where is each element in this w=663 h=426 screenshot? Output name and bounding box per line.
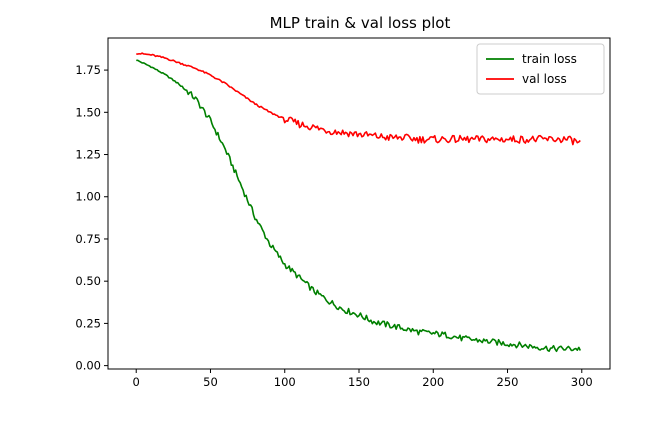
chart-title: MLP train & val loss plot	[270, 14, 451, 32]
x-tick-label-50: 50	[203, 375, 218, 389]
y-tick-label-0.25: 0.25	[75, 316, 101, 330]
legend-label-train-loss: train loss	[522, 52, 577, 66]
legend-label-val-loss: val loss	[522, 72, 567, 86]
x-tick-label-300: 300	[571, 375, 593, 389]
y-tick-label-0.50: 0.50	[75, 274, 101, 288]
y-tick-label-1.00: 1.00	[75, 190, 101, 204]
y-tick-label-1.25: 1.25	[75, 148, 101, 162]
series-line-val-loss	[136, 52, 581, 146]
x-tick-label-200: 200	[422, 375, 444, 389]
y-tick-label-1.75: 1.75	[75, 63, 101, 77]
y-tick-label-0.00: 0.00	[75, 359, 101, 373]
legend-box	[476, 43, 605, 95]
x-tick-label-0: 0	[133, 375, 140, 389]
y-tick-label-0.75: 0.75	[75, 232, 101, 246]
x-tick-label-100: 100	[274, 375, 296, 389]
x-tick-label-150: 150	[348, 375, 370, 389]
plot-area: 0 50 100 150 200 250 300 0.00 0.25 0.50 0.75 1.00 1.…	[75, 37, 611, 389]
series-line-train-loss	[136, 59, 582, 353]
x-tick-label-250: 250	[497, 375, 519, 389]
y-tick-label-1.50: 1.50	[75, 105, 101, 119]
